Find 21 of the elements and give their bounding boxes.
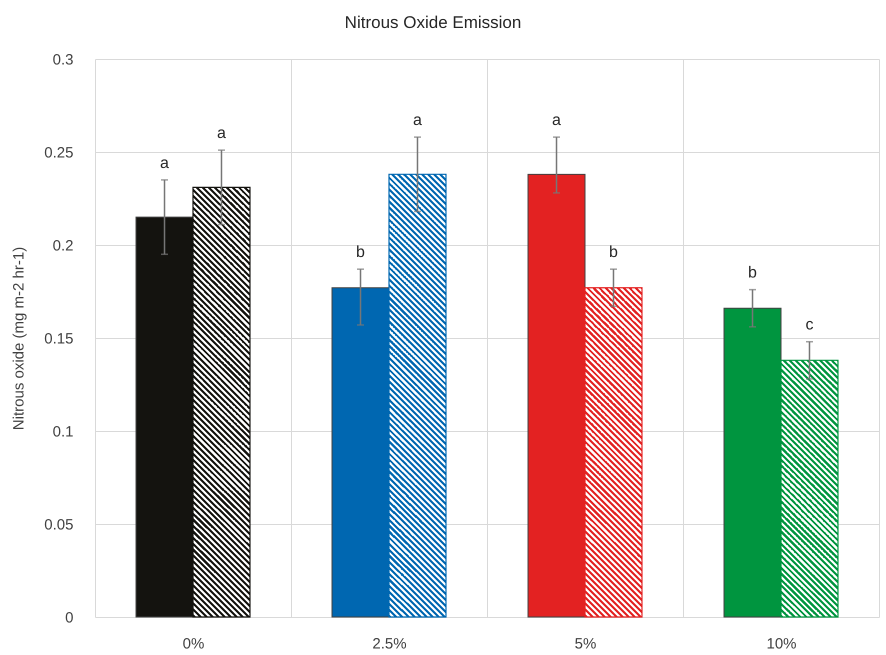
x-tick-label: 10% — [766, 636, 797, 652]
y-tick-label: 0 — [65, 610, 74, 626]
annotation: c — [805, 316, 814, 334]
x-tick-label: 2.5% — [372, 636, 407, 652]
y-tick-label: 0.15 — [44, 330, 74, 348]
x-tick-label: 5% — [574, 636, 596, 652]
annotation: a — [217, 125, 226, 142]
annotation: b — [748, 264, 758, 282]
annotation: a — [413, 112, 422, 130]
y-axis-title: Nitrous oxide (mg m-2 hr-1) — [10, 246, 28, 430]
y-tick-label: 0.2 — [52, 238, 74, 254]
annotation: b — [356, 244, 366, 262]
x-tick-label: 0% — [182, 636, 204, 652]
y-tick-label: 0.1 — [52, 424, 74, 440]
y-tick-label: 0.25 — [44, 144, 74, 162]
annotation: b — [609, 244, 618, 262]
y-tick-label: 0.05 — [44, 516, 74, 534]
y-tick-label: 0.3 — [52, 52, 74, 68]
annotation: a — [160, 154, 170, 172]
chart-title: Nitrous Oxide Emission — [344, 13, 522, 32]
annotation: a — [552, 112, 562, 130]
